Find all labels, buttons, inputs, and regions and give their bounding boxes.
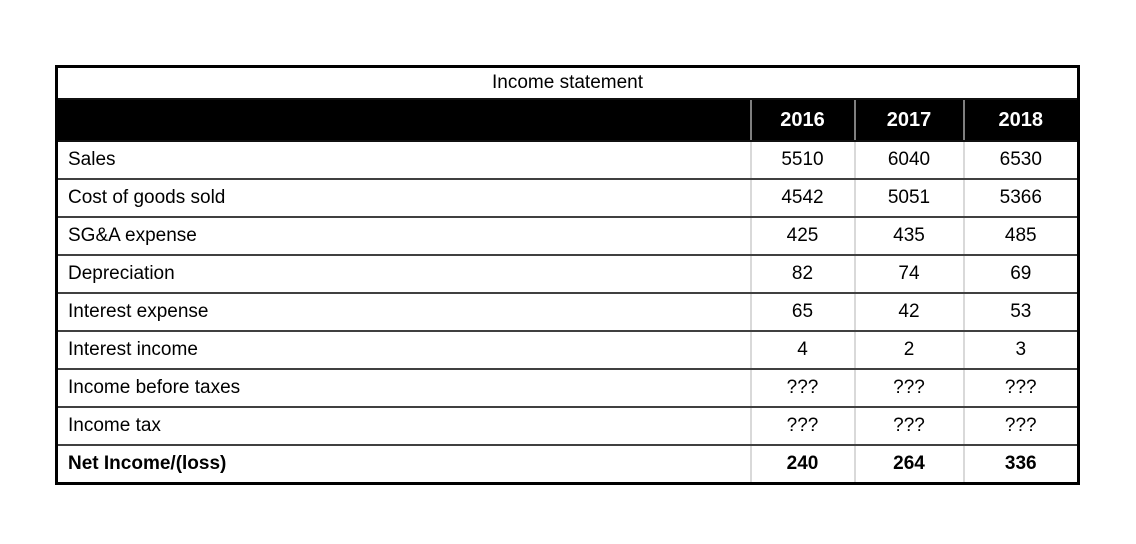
value-cell-2017: 42 bbox=[853, 293, 964, 332]
value-cell-2018: 3 bbox=[962, 331, 1079, 370]
table-row: Net Income/(loss) 240 264 336 bbox=[57, 445, 1079, 484]
header-year-2017: 2017 bbox=[853, 99, 964, 142]
value-cell-2016: 240 bbox=[749, 445, 855, 484]
table-row: Sales 5510 6040 6530 bbox=[56, 141, 1079, 180]
value-cell-2018: ??? bbox=[962, 407, 1079, 446]
row-label-cell: Sales bbox=[56, 141, 751, 180]
table-header-row: 2016 2017 2018 bbox=[56, 99, 1079, 142]
value-cell-2018: 6530 bbox=[962, 141, 1079, 180]
value-cell-2018: 485 bbox=[962, 217, 1079, 256]
value-cell-2016: ??? bbox=[749, 369, 855, 408]
row-label-cell: Net Income/(loss) bbox=[68, 453, 227, 474]
table-row: Depreciation 82 74 69 bbox=[56, 255, 1079, 294]
row-label-cell: Income tax bbox=[56, 407, 751, 446]
value-cell-2017: ??? bbox=[853, 369, 964, 408]
value-cell-2017: 6040 bbox=[853, 141, 964, 180]
value-cell-2016: 425 bbox=[749, 217, 855, 256]
row-label-cell: Depreciation bbox=[56, 255, 751, 294]
row-label-cell: Income before taxes bbox=[56, 369, 751, 408]
table-row: Cost of goods sold 4542 5051 5366 bbox=[56, 179, 1079, 218]
table-row: Interest income 4 2 3 bbox=[56, 331, 1079, 370]
value-cell-2016: 4 bbox=[749, 331, 855, 370]
table-title: Income statement bbox=[56, 66, 1079, 100]
value-cell-2017: 264 bbox=[853, 445, 964, 484]
header-year-2018: 2018 bbox=[962, 99, 1079, 142]
value-cell-2017: ??? bbox=[853, 407, 964, 446]
value-cell-2016: 82 bbox=[749, 255, 855, 294]
value-cell-2018: ??? bbox=[962, 369, 1079, 408]
table-row: Income tax ??? ??? ??? bbox=[56, 407, 1079, 446]
value-cell-2017: 435 bbox=[853, 217, 964, 256]
value-cell-2018: 336 bbox=[962, 445, 1079, 484]
header-empty-cell bbox=[56, 99, 751, 142]
value-cell-2018: 5366 bbox=[962, 179, 1079, 218]
row-label-cell: SG&A expense bbox=[56, 217, 751, 256]
row-label-cell: Cost of goods sold bbox=[56, 179, 751, 218]
value-cell-2017: 74 bbox=[853, 255, 964, 294]
row-label-cell: Interest expense bbox=[56, 293, 751, 332]
table-title-row: Income statement bbox=[56, 66, 1079, 100]
value-cell-2018: 69 bbox=[962, 255, 1079, 294]
table-body: Sales 5510 6040 6530 Cost of goods sold … bbox=[56, 141, 1079, 484]
income-statement: Income statement 2016 2017 2018 Sales 55… bbox=[55, 65, 1081, 485]
row-label-cell: Interest income bbox=[56, 331, 751, 370]
table-row: Interest expense 65 42 53 bbox=[56, 293, 1079, 332]
value-cell-2017: 2 bbox=[853, 331, 964, 370]
value-cell-2018: 53 bbox=[962, 293, 1079, 332]
value-cell-2016: ??? bbox=[749, 407, 855, 446]
value-cell-2016: 4542 bbox=[749, 179, 855, 218]
table-row: SG&A expense 425 435 485 bbox=[56, 217, 1079, 256]
table-row: Income before taxes ??? ??? ??? bbox=[56, 369, 1079, 408]
value-cell-2016: 5510 bbox=[749, 141, 855, 180]
header-year-2016: 2016 bbox=[749, 99, 855, 142]
income-statement-table: Income statement 2016 2017 2018 Sales 55… bbox=[55, 65, 1081, 485]
value-cell-2016: 65 bbox=[749, 293, 855, 332]
value-cell-2017: 5051 bbox=[853, 179, 964, 218]
